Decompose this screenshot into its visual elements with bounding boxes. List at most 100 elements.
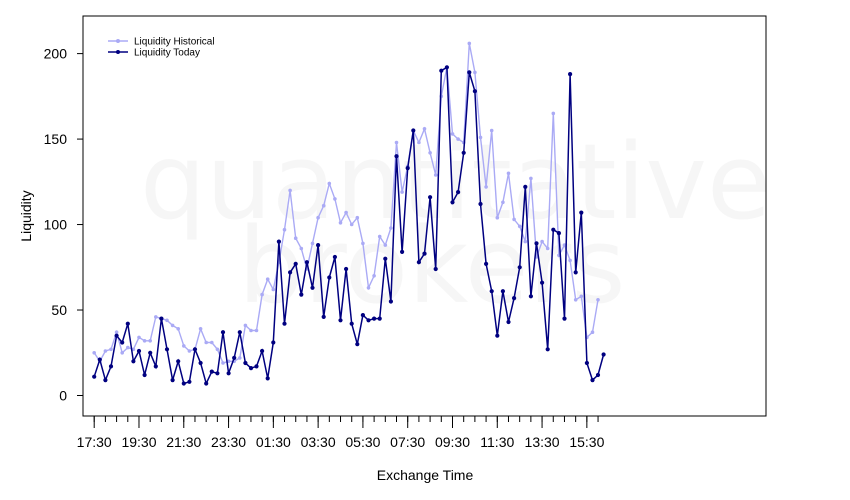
data-point — [282, 321, 287, 326]
data-point — [596, 298, 600, 302]
watermark-line1: quantitative — [140, 121, 771, 243]
data-point — [221, 361, 225, 365]
data-point — [164, 347, 170, 352]
data-point — [338, 318, 343, 323]
data-point — [299, 246, 304, 251]
data-point — [103, 349, 108, 353]
data-point — [595, 372, 601, 378]
data-point — [327, 275, 332, 280]
data-point — [332, 254, 337, 260]
data-point — [137, 335, 141, 340]
data-point — [467, 70, 472, 75]
data-point — [192, 347, 198, 352]
data-point — [254, 364, 259, 369]
data-point — [568, 258, 572, 263]
data-point — [204, 381, 209, 386]
data-point — [248, 366, 254, 371]
data-point — [153, 364, 158, 369]
y-tick-label: 0 — [59, 387, 67, 403]
data-point — [377, 234, 382, 239]
data-point — [226, 371, 231, 376]
data-point — [237, 330, 242, 335]
y-tick-label: 50 — [51, 302, 67, 318]
data-point — [495, 333, 500, 338]
data-point — [523, 239, 528, 244]
data-point — [92, 374, 97, 379]
x-axis-title: Exchange Time — [377, 467, 474, 483]
data-point — [456, 190, 461, 195]
data-point — [450, 200, 455, 205]
data-point — [422, 127, 427, 131]
data-point — [489, 289, 494, 294]
data-point — [372, 274, 376, 278]
data-point — [220, 330, 226, 335]
y-tick-label: 200 — [44, 46, 68, 62]
data-point — [142, 372, 147, 378]
data-point — [215, 347, 220, 352]
data-point — [210, 340, 214, 345]
data-point — [484, 185, 488, 189]
data-point — [562, 243, 567, 247]
data-point — [310, 285, 315, 290]
series-today — [92, 65, 606, 386]
data-point — [590, 330, 595, 335]
data-point — [456, 137, 460, 141]
data-point — [327, 181, 332, 186]
data-point — [276, 239, 281, 244]
data-point — [573, 298, 578, 302]
x-tick-label: 01:30 — [256, 434, 291, 450]
data-point — [473, 70, 477, 75]
data-point — [176, 327, 180, 331]
data-point — [344, 210, 348, 215]
data-point — [243, 360, 248, 366]
data-point — [366, 318, 371, 323]
data-point — [394, 154, 399, 159]
data-point — [450, 132, 455, 136]
data-point — [109, 347, 113, 352]
x-tick-label: 07:30 — [390, 434, 425, 450]
data-point — [182, 344, 186, 348]
y-axis: 0 50 100 150 200 — [44, 46, 83, 403]
data-point — [472, 89, 477, 94]
data-point — [181, 381, 186, 386]
data-point — [349, 321, 354, 326]
x-axis: 17:30 19:30 21:30 23:30 01:30 03:30 05:30 07:30… — [77, 416, 605, 450]
y-tick-label: 150 — [44, 131, 68, 147]
x-tick-label: 19:30 — [121, 434, 156, 450]
data-point — [405, 166, 410, 171]
data-point — [495, 215, 500, 220]
x-tick-label: 09:30 — [435, 434, 470, 450]
data-point — [512, 217, 516, 222]
data-point — [377, 316, 382, 321]
data-point — [590, 378, 595, 383]
data-point — [288, 270, 293, 275]
data-point — [159, 316, 164, 321]
data-point — [400, 249, 405, 254]
x-tick-label: 21:30 — [166, 434, 201, 450]
data-point — [517, 265, 522, 270]
data-point — [417, 140, 421, 145]
data-point — [428, 151, 432, 155]
data-point — [293, 236, 298, 240]
legend-marker — [116, 39, 120, 43]
data-point — [243, 323, 248, 328]
data-point — [523, 184, 528, 189]
data-point — [310, 241, 315, 246]
data-point — [92, 351, 96, 355]
data-point — [187, 349, 192, 353]
data-point — [154, 315, 158, 319]
data-point — [108, 364, 114, 369]
series-layer — [92, 41, 606, 386]
data-point — [506, 171, 511, 176]
data-point — [293, 261, 298, 266]
data-point — [422, 251, 427, 256]
data-point — [573, 270, 578, 275]
data-point — [400, 190, 404, 194]
data-point — [433, 173, 438, 177]
data-point — [360, 313, 365, 318]
data-point — [204, 340, 208, 345]
data-point — [534, 241, 539, 246]
data-point — [461, 150, 466, 155]
